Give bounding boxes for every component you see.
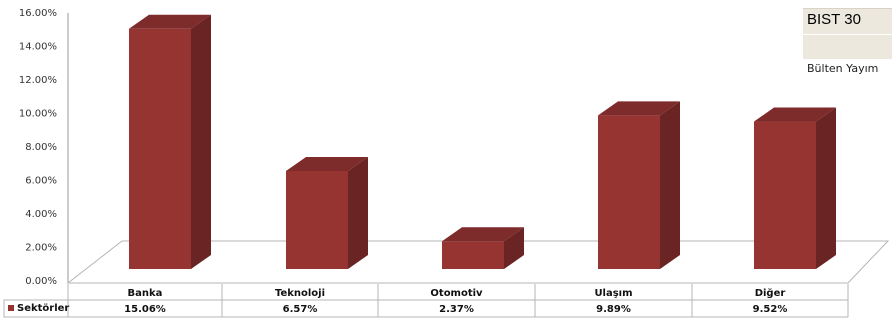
data-value-label: 15.06% xyxy=(124,304,166,315)
data-table: Sektörler Banka 15.06% Teknoloji 6.57% Otomot… xyxy=(3,284,849,318)
data-value-label: 9.52% xyxy=(753,304,788,315)
side-panel-divider xyxy=(803,34,892,35)
y-tick-label: 8.00% xyxy=(25,142,57,153)
bar xyxy=(442,227,524,269)
bar-side xyxy=(191,14,211,270)
side-panel-title: BIST 30 xyxy=(807,11,861,28)
bar-side xyxy=(348,156,368,269)
data-value-label: 2.37% xyxy=(439,304,474,315)
y-tick-label: 16.00% xyxy=(19,8,57,19)
bar xyxy=(129,14,211,270)
y-tick-labels: 0.00% 2.00% 4.00% 6.00% 8.00% 10.00% 12.00% 14.… xyxy=(19,8,57,287)
side-panel: BIST 30 xyxy=(803,8,892,59)
y-tick-label: 6.00% xyxy=(25,176,57,187)
bar-top xyxy=(754,107,836,122)
bar-top xyxy=(442,227,524,242)
data-value-label: 9.89% xyxy=(596,304,631,315)
bar xyxy=(598,101,680,269)
bar-top xyxy=(286,156,368,171)
bar-front xyxy=(129,28,191,270)
bar-front xyxy=(442,241,504,269)
data-value-label: 6.57% xyxy=(283,304,318,315)
y-tick-label: 0.00% xyxy=(25,276,57,287)
category-label: Diğer xyxy=(755,287,786,299)
bar xyxy=(754,107,836,269)
category-label: Teknoloji xyxy=(275,288,325,299)
category-label: Banka xyxy=(128,288,163,299)
side-panel-subtitle: Bülten Yayım xyxy=(807,62,879,75)
y-tick-label: 14.00% xyxy=(19,42,57,53)
category-label: Ulaşım xyxy=(594,288,632,299)
bar xyxy=(286,156,368,269)
bar-side xyxy=(816,107,836,269)
bar-side xyxy=(660,101,680,269)
y-tick-label: 2.00% xyxy=(25,243,57,254)
y-tick-label: 4.00% xyxy=(25,209,57,220)
y-tick-label: 12.00% xyxy=(19,75,57,86)
bar-front xyxy=(754,121,816,269)
bars xyxy=(129,14,836,270)
bar-side xyxy=(504,227,524,269)
y-tick-label: 10.00% xyxy=(19,109,57,120)
bar-top xyxy=(129,14,211,29)
bar-top xyxy=(598,101,680,116)
category-label: Otomotiv xyxy=(430,288,483,299)
legend-swatch xyxy=(8,305,14,311)
bar-front xyxy=(598,115,660,269)
bar-front xyxy=(286,170,348,269)
legend-series-name: Sektörler xyxy=(17,303,69,314)
